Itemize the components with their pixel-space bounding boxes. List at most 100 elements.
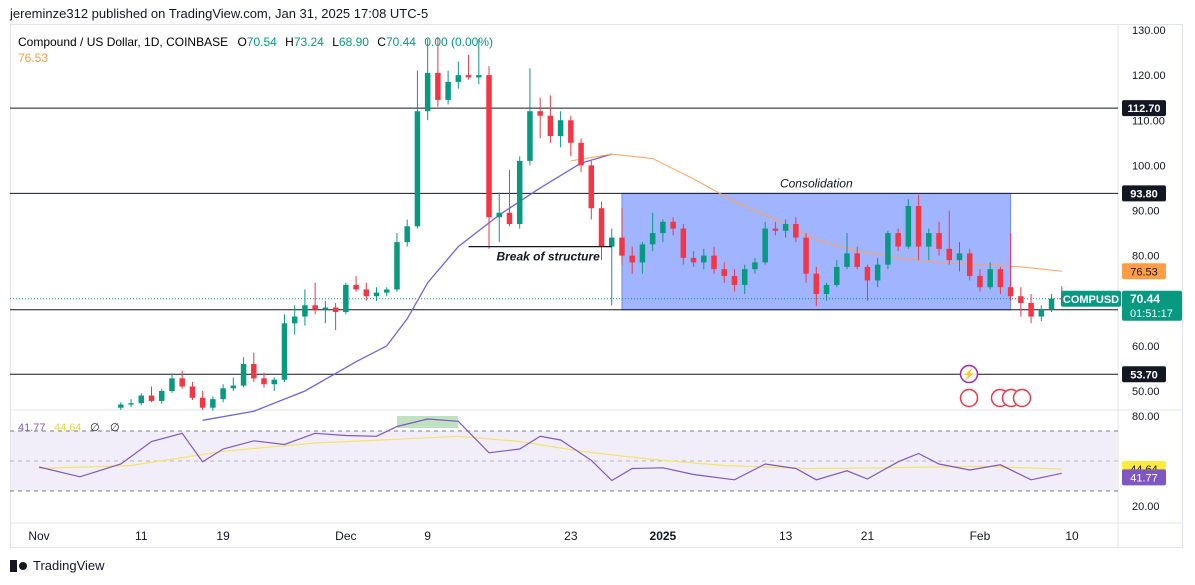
candle-body — [118, 404, 124, 408]
candle — [332, 303, 339, 331]
candle — [690, 251, 697, 267]
candle-body — [465, 75, 472, 78]
candle-body — [936, 233, 942, 249]
candle-body — [609, 237, 615, 247]
candle — [281, 314, 288, 382]
legend-open-label: O — [237, 35, 246, 49]
candle-body — [670, 221, 676, 229]
time-axis-tick: Nov — [28, 529, 49, 543]
us-flag-icon[interactable] — [959, 388, 979, 408]
candle — [138, 393, 145, 406]
candle-body — [966, 253, 973, 276]
candle-body — [1018, 296, 1024, 304]
candle-body — [1038, 309, 1045, 317]
candle — [537, 97, 543, 139]
legend-close-value: 70.44 — [386, 35, 416, 49]
candle-body — [823, 284, 830, 294]
candle-body — [731, 275, 738, 285]
candle-body — [506, 212, 513, 225]
candle — [803, 233, 809, 283]
candle-body — [486, 75, 492, 218]
candle-body — [189, 386, 196, 398]
tradingview-logo-icon — [10, 559, 28, 572]
candle — [905, 199, 912, 249]
price-tag — [1122, 290, 1182, 321]
candle-body — [568, 120, 574, 143]
candle — [895, 228, 901, 252]
candle-body — [557, 120, 564, 137]
candle-body — [240, 363, 247, 386]
legend-open-value: 70.54 — [247, 35, 277, 49]
candle-body — [312, 305, 318, 310]
rsi-legend-value: 41.77 — [18, 422, 46, 434]
candle-body — [1028, 303, 1034, 317]
candle-body — [772, 228, 779, 231]
time-axis-tick: 2025 — [650, 529, 677, 543]
candle-body — [302, 305, 308, 317]
candle — [486, 66, 492, 249]
rsi-ma-line — [38, 435, 1062, 470]
candle — [476, 39, 482, 85]
candle-body — [210, 399, 216, 408]
candle-body — [343, 284, 349, 313]
candle — [854, 246, 860, 270]
candle — [199, 391, 206, 410]
price-axis-tick: 100.00 — [1132, 160, 1166, 172]
symbol-tag-label: COMPUSD — [1063, 294, 1119, 306]
us-flag-icon[interactable] — [1012, 388, 1032, 408]
candle-body — [741, 269, 748, 285]
level-tag-label: 112.70 — [1127, 103, 1160, 115]
candle — [926, 228, 932, 261]
legend-high-label: H — [285, 35, 294, 49]
candle — [353, 275, 359, 292]
candle — [997, 266, 1004, 294]
candle-body — [414, 111, 421, 227]
tradingview-brand[interactable]: TradingView — [10, 558, 105, 573]
rsi-hidden-icon[interactable]: ∅ — [110, 422, 120, 434]
price-axis-tick: 110.00 — [1132, 115, 1165, 127]
legend-symbol-text: Compound / US Dollar, 1D, COINBASE — [18, 35, 228, 49]
publisher-line: jereminze312 published on TradingView.co… — [10, 6, 429, 21]
rsi-tag-label: 41.77 — [1130, 472, 1158, 484]
time-axis-tick: 21 — [861, 529, 875, 543]
candle-body — [813, 273, 820, 294]
candle — [660, 219, 666, 243]
lightning-icon[interactable] — [959, 364, 979, 384]
price-tag-countdown: 01:51:17 — [1130, 308, 1173, 320]
break-of-structure-label: Break of structure — [496, 250, 600, 264]
candle-body — [997, 269, 1004, 288]
candle-body — [424, 72, 431, 112]
candle-body — [516, 160, 523, 225]
time-axis-tick: 9 — [424, 529, 431, 543]
rsi-tag — [1122, 469, 1166, 486]
price-axis-tick: 60.00 — [1132, 341, 1160, 353]
candle — [220, 384, 226, 403]
candle-body — [895, 233, 901, 247]
candle — [1028, 293, 1034, 324]
lightning-glyph: ⚡ — [962, 368, 976, 381]
candle-body — [332, 307, 339, 313]
rsi-hidden-icon[interactable]: ∅ — [90, 422, 100, 434]
candle — [619, 208, 625, 265]
candle — [322, 300, 329, 324]
ma-tag — [1122, 263, 1166, 280]
time-axis-tick: Feb — [970, 529, 991, 543]
candle-body — [926, 233, 932, 247]
price-axis-tick: 80.00 — [1132, 251, 1160, 263]
candle — [1038, 305, 1045, 322]
candle — [966, 248, 973, 281]
candle-body — [128, 403, 134, 405]
price-axis-tick: 90.00 — [1132, 206, 1160, 218]
candle-body — [476, 75, 482, 78]
candle — [782, 219, 789, 238]
candle-body — [619, 237, 625, 256]
candle — [885, 230, 891, 270]
candle — [915, 194, 922, 261]
price-tag-value: 70.44 — [1130, 292, 1160, 306]
candle-body — [527, 111, 533, 161]
rsi-line — [38, 418, 1062, 482]
candle-body — [281, 323, 288, 380]
candle-body — [138, 395, 145, 404]
candle-body — [844, 253, 850, 267]
